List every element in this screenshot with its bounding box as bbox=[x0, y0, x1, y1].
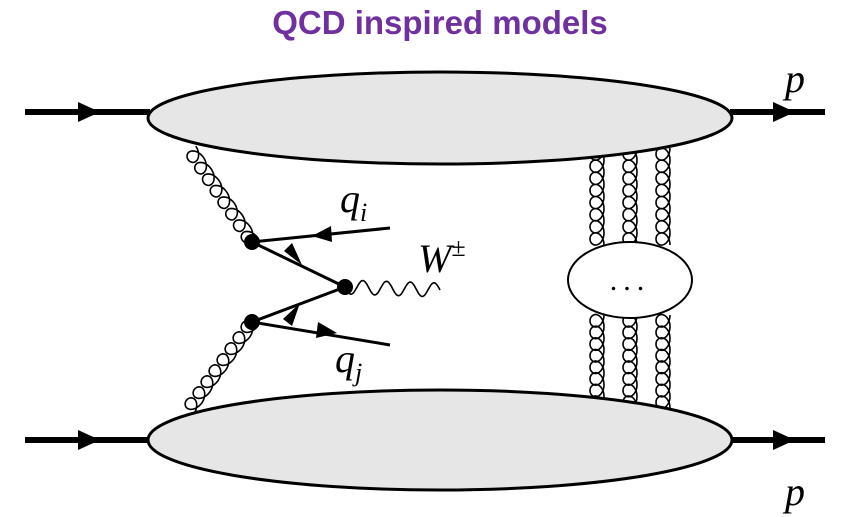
gluon bbox=[590, 148, 604, 245]
arrow bbox=[773, 102, 795, 122]
feynman-diagram: QCD inspired models ... p p qi q bbox=[0, 0, 847, 517]
gluon bbox=[590, 315, 604, 409]
subscript: i bbox=[360, 198, 367, 227]
title: QCD inspired models bbox=[272, 4, 608, 41]
gluon bbox=[656, 315, 670, 409]
quark-line bbox=[252, 242, 345, 287]
vertex bbox=[244, 314, 260, 330]
superscript: ± bbox=[451, 233, 465, 262]
proton-label-top: p bbox=[782, 56, 805, 101]
symbol: q bbox=[335, 336, 355, 381]
arrow bbox=[773, 430, 795, 450]
ellipsis: ... bbox=[610, 264, 651, 297]
symbol: q bbox=[340, 176, 360, 221]
arrow bbox=[312, 226, 332, 242]
gluon bbox=[623, 148, 637, 245]
vertex bbox=[337, 279, 353, 295]
quark-label-qi: qi bbox=[340, 176, 367, 227]
gluon bbox=[185, 321, 258, 414]
quark-label-qj: qj bbox=[335, 336, 362, 387]
symbol: W bbox=[418, 236, 455, 281]
w-boson bbox=[345, 281, 440, 297]
proton-label-bottom: p bbox=[782, 469, 805, 514]
proton-blob-top bbox=[148, 72, 732, 164]
proton-blob-bottom bbox=[148, 390, 732, 490]
arrow bbox=[78, 102, 100, 122]
vertex bbox=[244, 234, 260, 250]
gluon bbox=[623, 315, 637, 409]
arrow bbox=[78, 430, 100, 450]
quark-arrows bbox=[283, 226, 337, 338]
gluon bbox=[656, 148, 670, 245]
w-label: W± bbox=[418, 233, 466, 281]
gluon bbox=[187, 146, 258, 243]
